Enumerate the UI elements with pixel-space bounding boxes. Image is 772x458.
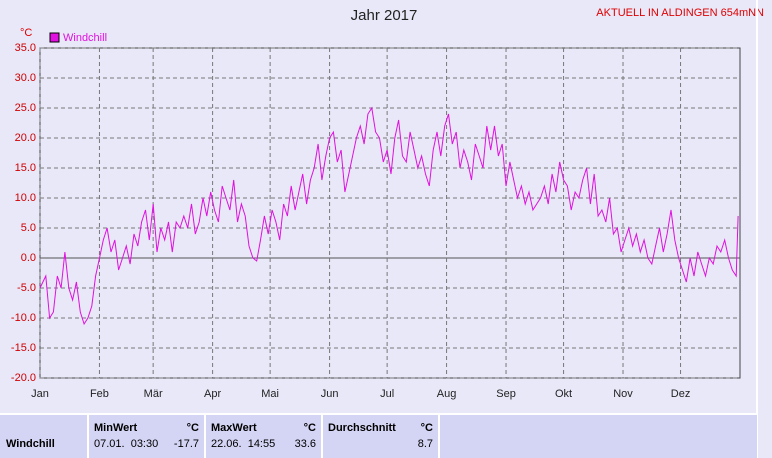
cell-value: 33.6 <box>295 438 316 450</box>
x-tick-label: Aug <box>437 388 457 400</box>
y-tick-label: 10.0 <box>15 192 36 204</box>
cell-value: -17.7 <box>174 438 199 450</box>
y-tick-label: -5.0 <box>17 282 36 294</box>
y-tick-label: 15.0 <box>15 162 36 174</box>
unit-label: °C <box>20 27 32 39</box>
legend-label: Windchill <box>63 32 107 44</box>
y-tick-label: 20.0 <box>15 132 36 144</box>
cell-time: 22.06. 14:55 <box>211 438 275 450</box>
stats-table: Windchill MinWert °C 07.01. 03:30 -17.7 MaxWe… <box>0 413 757 458</box>
cell-time: 07.01. 03:30 <box>94 438 158 450</box>
column-unit: °C <box>187 422 199 434</box>
y-tick-label: 30.0 <box>15 72 36 84</box>
y-tick-label: 0.0 <box>21 252 36 264</box>
column-unit: °C <box>421 422 433 434</box>
annotation: AKTUELL IN ALDINGEN 654mNN <box>596 7 764 19</box>
x-tick-label: Sep <box>496 388 516 400</box>
x-tick-label: Apr <box>204 388 221 400</box>
x-tick-label: Dez <box>671 388 691 400</box>
column-header: Durchschnitt <box>328 422 396 434</box>
column-unit: °C <box>304 422 316 434</box>
y-tick-label: 25.0 <box>15 102 36 114</box>
x-tick-label: Nov <box>613 388 633 400</box>
series-line <box>39 106 739 326</box>
y-tick-label: -20.0 <box>11 372 36 384</box>
y-tick-label: -10.0 <box>11 312 36 324</box>
x-tick-label: Okt <box>555 388 572 400</box>
x-tick-label: Mai <box>261 388 279 400</box>
y-tick-label: -15.0 <box>11 342 36 354</box>
y-tick-label: 5.0 <box>21 222 36 234</box>
y-tick-label: 35.0 <box>15 42 36 54</box>
x-tick-label: Jan <box>31 388 49 400</box>
row-label: Windchill <box>6 438 55 450</box>
x-tick-label: Jul <box>380 388 394 400</box>
x-tick-label: Mär <box>144 388 163 400</box>
column-header: MaxWert <box>211 422 257 434</box>
table-bg <box>0 414 757 458</box>
chart-title: Jahr 2017 <box>351 7 418 24</box>
x-tick-label: Feb <box>90 388 109 400</box>
legend-swatch <box>49 32 60 43</box>
column-header: MinWert <box>94 422 138 434</box>
cell-value: 8.7 <box>418 438 433 450</box>
x-tick-label: Jun <box>321 388 339 400</box>
